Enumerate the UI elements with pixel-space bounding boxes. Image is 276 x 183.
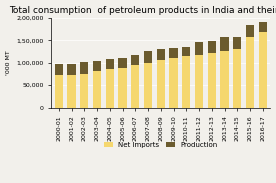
Bar (93, 71, 101, 108)
Bar (131, 55, 139, 65)
Bar (157, 49, 165, 60)
Bar (106, 59, 114, 69)
Bar (182, 47, 190, 56)
Bar (144, 63, 152, 108)
Bar (93, 61, 101, 71)
Bar (246, 37, 254, 108)
Bar (208, 41, 216, 53)
Bar (157, 60, 165, 108)
Bar (221, 37, 229, 51)
Bar (221, 51, 229, 108)
Bar (144, 51, 152, 63)
Bar (208, 53, 216, 108)
Bar (67, 64, 76, 75)
Y-axis label: '000 MT: '000 MT (6, 51, 10, 75)
Bar (169, 57, 178, 108)
Bar (118, 58, 127, 68)
Bar (106, 69, 114, 108)
Bar (169, 48, 178, 57)
Bar (195, 42, 203, 55)
Bar (80, 62, 88, 74)
Bar (118, 68, 127, 108)
Bar (259, 31, 267, 108)
Bar (55, 75, 63, 108)
Bar (195, 55, 203, 108)
Title: Total consumption  of petroleum products in India and their source: Total consumption of petroleum products … (10, 5, 276, 15)
Bar (233, 37, 242, 49)
Bar (233, 49, 242, 108)
Legend: Net Imports, Production: Net Imports, Production (102, 139, 220, 151)
Bar (246, 25, 254, 37)
Bar (182, 56, 190, 108)
Bar (259, 22, 267, 31)
Bar (131, 65, 139, 108)
Bar (80, 74, 88, 108)
Bar (67, 75, 76, 108)
Bar (55, 64, 63, 75)
